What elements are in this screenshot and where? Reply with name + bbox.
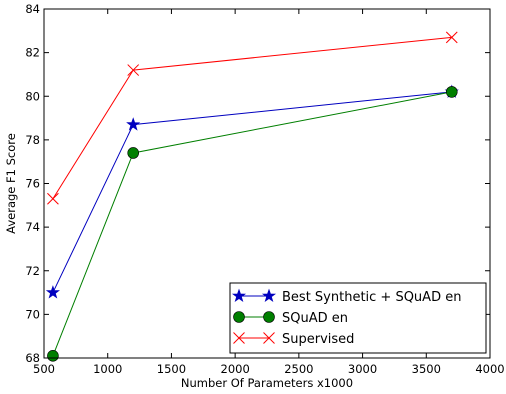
y-axis-title: Average F1 Score <box>4 133 18 234</box>
y-tick-label: 80 <box>25 89 40 103</box>
x-tick-label: 1500 <box>157 362 186 376</box>
x-tick-label: 2500 <box>284 362 313 376</box>
legend-label: Supervised <box>282 332 354 347</box>
y-tick-label: 68 <box>25 351 40 365</box>
x-tick-label: 3500 <box>412 362 441 376</box>
legend: Best Synthetic + SQuAD en SQuAD en Supervi… <box>230 283 486 353</box>
y-tick-label: 74 <box>25 220 40 234</box>
legend-label: Best Synthetic + SQuAD en <box>282 290 461 305</box>
data-point <box>446 86 457 97</box>
data-point <box>127 118 139 130</box>
data-point <box>47 350 58 361</box>
y-tick-label: 76 <box>25 177 40 191</box>
data-point <box>47 286 59 298</box>
legend-label: SQuAD en <box>282 311 348 326</box>
series-0 <box>47 85 458 297</box>
legend-marker <box>264 312 275 323</box>
legend-marker <box>234 312 245 323</box>
data-point <box>128 147 139 158</box>
x-tick-label: 3000 <box>348 362 377 376</box>
data-point <box>47 193 58 204</box>
y-tick-label: 84 <box>25 2 40 16</box>
y-tick-label: 72 <box>25 264 40 278</box>
series-2 <box>47 32 457 204</box>
y-tick-label: 78 <box>25 133 40 147</box>
x-axis-title: Number Of Parameters x1000 <box>181 376 353 390</box>
y-tick-label: 70 <box>25 307 40 321</box>
y-tick-label: 82 <box>25 46 40 60</box>
x-tick-label: 2000 <box>221 362 250 376</box>
x-tick-label: 1000 <box>93 362 122 376</box>
series-line <box>53 37 452 198</box>
series-line <box>53 92 452 293</box>
x-tick-label: 4000 <box>475 362 504 376</box>
